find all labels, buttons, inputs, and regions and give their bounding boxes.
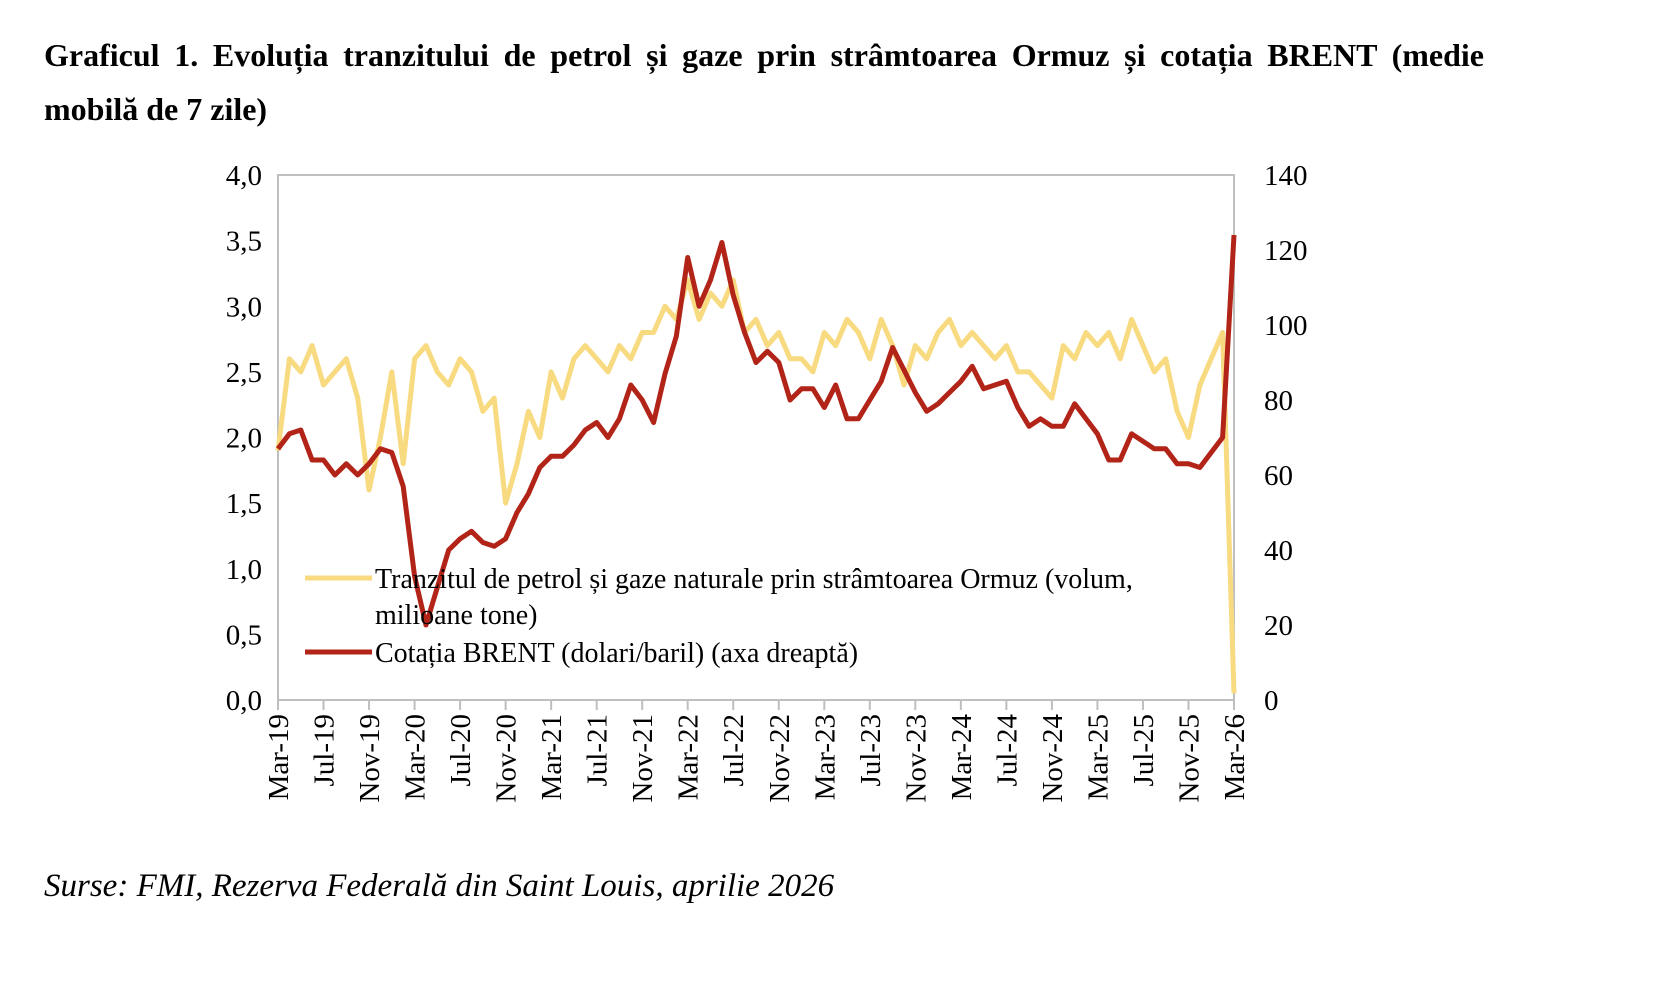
y-right-tick-label: 140 [1264, 160, 1308, 192]
y-left-tick-label: 0,5 [226, 619, 262, 651]
y-right-tick-label: 40 [1264, 535, 1293, 567]
x-tick-label: Mar-26 [1219, 714, 1251, 800]
y-right-tick-label: 0 [1264, 685, 1279, 717]
x-tick-label: Nov-20 [491, 714, 523, 803]
y-left-tick-label: 0,0 [226, 685, 262, 717]
legend-label-line: Tranzitul de petrol și gaze naturale pri… [375, 564, 1133, 595]
x-tick-label: Nov-19 [354, 714, 386, 803]
legend-label-ormuz: Tranzitul de petrol și gaze naturale pri… [375, 564, 1133, 631]
y-right-tick-label: 20 [1264, 610, 1293, 642]
chart-title: Graficul 1. Evoluția tranzitului de petr… [44, 37, 1484, 127]
x-tick-label: Nov-23 [900, 714, 932, 803]
x-tick-label: Mar-20 [400, 714, 432, 800]
x-tick-label: Jul-21 [582, 714, 614, 787]
x-tick-label: Mar-19 [263, 714, 295, 800]
x-tick-label: Mar-24 [946, 714, 978, 801]
x-tick-label: Nov-22 [764, 714, 796, 803]
series-line-ormuz-transit [275, 277, 1237, 694]
y-right-tick-label: 60 [1264, 460, 1293, 492]
y-left-tick-label: 2,5 [226, 357, 262, 389]
x-tick-label: Nov-24 [1037, 714, 1069, 803]
x-tick-label: Jul-20 [445, 714, 477, 787]
x-tick-label: Nov-21 [627, 714, 659, 803]
x-tick-label: Jul-25 [1128, 714, 1160, 787]
y-left-tick-label: 3,5 [226, 226, 262, 258]
legend: Tranzitul de petrol și gaze naturale pri… [305, 564, 1133, 669]
x-tick-label: Mar-25 [1082, 714, 1114, 800]
x-tick-label: Jul-22 [718, 714, 750, 787]
x-tick-label: Mar-21 [536, 714, 568, 800]
y-left-tick-label: 2,0 [226, 423, 262, 455]
x-tick-label: Mar-23 [809, 714, 841, 800]
y-left-tick-label: 3,0 [226, 291, 262, 323]
y-left-tick-label: 1,5 [226, 488, 262, 520]
x-tick-label: Jul-24 [991, 714, 1023, 787]
y-left-tick-label: 1,0 [226, 554, 262, 586]
source-note: Surse: FMI, Rezerva Federală din Saint L… [44, 868, 835, 904]
x-tick-label: Jul-23 [855, 714, 887, 787]
y-left-tick-label: 4,0 [226, 160, 262, 192]
y-right-tick-label: 120 [1264, 235, 1308, 267]
x-tick-label: Jul-19 [309, 714, 341, 787]
series-line-brent [276, 234, 1237, 628]
legend-label-brent: Cotația BRENT (dolari/baril) (axa dreapt… [375, 638, 858, 669]
legend-label-line: milioane tone) [375, 600, 538, 631]
y-right-tick-label: 100 [1264, 310, 1308, 342]
x-tick-label: Nov-25 [1173, 714, 1205, 803]
y-right-tick-label: 80 [1264, 385, 1293, 417]
x-tick-label: Mar-22 [673, 714, 705, 800]
